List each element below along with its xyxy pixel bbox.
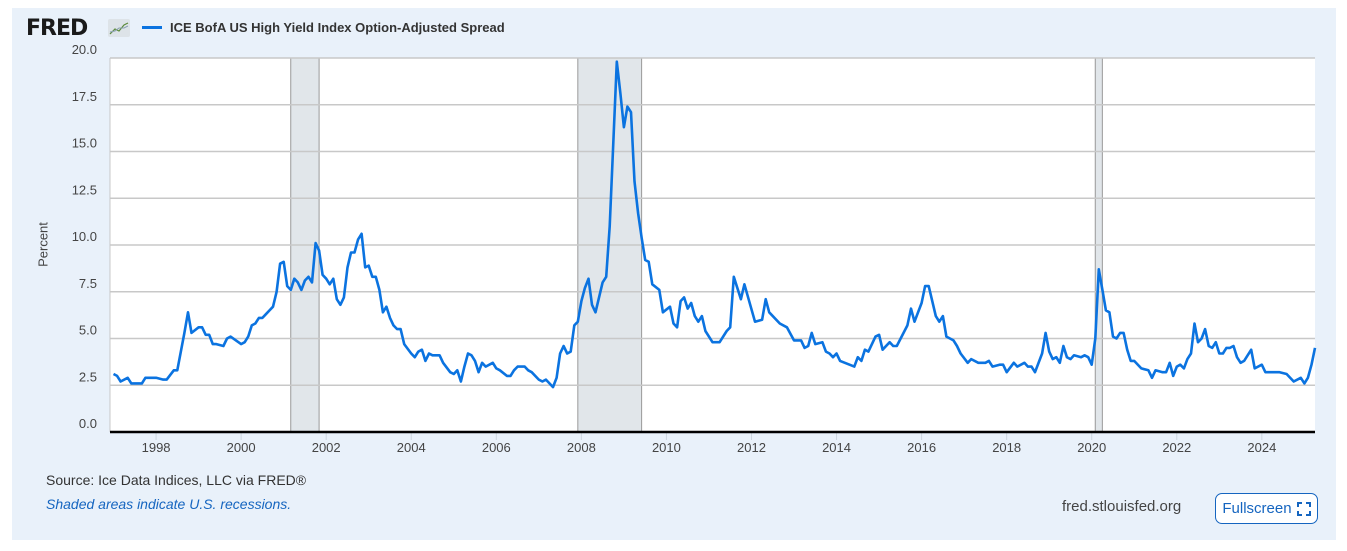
x-tick-label: 2018 xyxy=(992,440,1021,455)
x-tick-label: 2014 xyxy=(822,440,851,455)
recession-note: Shaded areas indicate U.S. recessions. xyxy=(46,496,292,512)
x-tick-label: 2004 xyxy=(397,440,426,455)
series-line xyxy=(112,60,1317,389)
x-tick-label: 1998 xyxy=(142,440,171,455)
legend: ICE BofA US High Yield Index Option-Adju… xyxy=(142,20,505,35)
y-tick-label: 12.5 xyxy=(72,182,97,197)
fullscreen-button[interactable]: Fullscreen xyxy=(1215,493,1318,524)
x-tick-label: 2022 xyxy=(1162,440,1191,455)
x-tick-label: 2020 xyxy=(1077,440,1106,455)
legend-swatch xyxy=(142,26,162,29)
x-tick-label: 2012 xyxy=(737,440,766,455)
y-tick-label: 10.0 xyxy=(72,229,97,244)
x-tick-label: 2010 xyxy=(652,440,681,455)
y-tick-label: 20.0 xyxy=(72,42,97,57)
fullscreen-label: Fullscreen xyxy=(1222,500,1292,517)
legend-label: ICE BofA US High Yield Index Option-Adju… xyxy=(170,20,505,35)
y-tick-label: 7.5 xyxy=(79,276,97,291)
site-link[interactable]: fred.stlouisfed.org xyxy=(1062,498,1182,515)
chart-logo-icon xyxy=(108,19,130,37)
x-tick-label: 2006 xyxy=(482,440,511,455)
x-tick-label: 2016 xyxy=(907,440,936,455)
y-tick-label: 17.5 xyxy=(72,89,97,104)
y-tick-label: 0.0 xyxy=(79,416,97,431)
x-tick-label: 2024 xyxy=(1247,440,1276,455)
y-tick-label: 2.5 xyxy=(79,369,97,384)
x-tick-label: 2008 xyxy=(567,440,596,455)
source-text: Source: Ice Data Indices, LLC via FRED® xyxy=(46,472,307,488)
x-tick-label: 2002 xyxy=(312,440,341,455)
x-tick-label: 2000 xyxy=(227,440,256,455)
y-tick-label: 5.0 xyxy=(79,323,97,338)
fred-logo: FRED xyxy=(26,16,88,41)
y-tick-label: 15.0 xyxy=(72,136,97,151)
fullscreen-icon xyxy=(1296,501,1311,516)
